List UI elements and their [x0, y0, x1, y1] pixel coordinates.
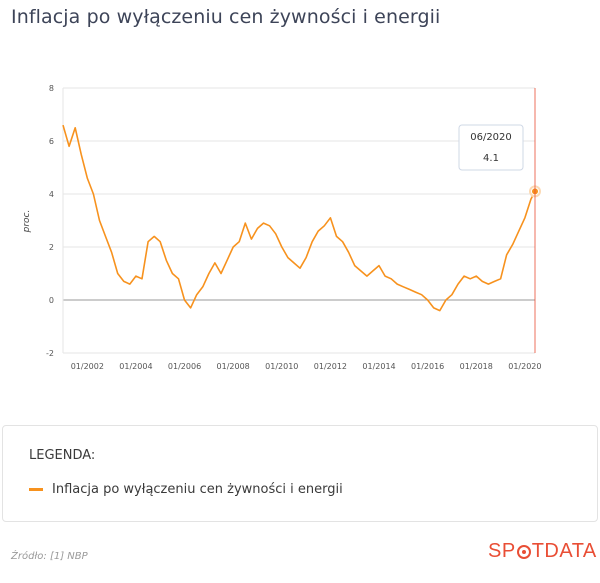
x-tick-label: 01/2018 — [460, 362, 493, 371]
legend-box: LEGENDA: Inflacja po wyłączeniu cen żywn… — [2, 425, 598, 522]
y-axis-label: proc. — [22, 210, 32, 234]
tooltip-value: 4.1 — [483, 153, 499, 164]
brand-o-icon — [516, 544, 531, 559]
tooltip-box — [458, 124, 524, 171]
y-tick-label: -2 — [46, 349, 54, 358]
x-tick-label: 01/2006 — [168, 362, 201, 371]
x-tick-label: 01/2002 — [71, 362, 104, 371]
brand-logo: SP TDATA — [488, 540, 597, 563]
x-tick-label: 01/2010 — [265, 362, 298, 371]
legend-swatch — [29, 488, 43, 491]
y-tick-label: 0 — [49, 296, 54, 305]
tooltip: 06/2020 4.1 — [458, 124, 524, 171]
legend-item[interactable]: Inflacja po wyłączeniu cen żywności i en… — [29, 482, 343, 497]
y-tick-label: 6 — [49, 137, 54, 146]
x-tick-label: 01/2014 — [362, 362, 395, 371]
brand-left: SP — [488, 540, 516, 562]
brand-right: TDATA — [531, 540, 597, 562]
chart-title: Inflacja po wyłączeniu cen żywności i en… — [11, 6, 441, 28]
source-note: Źródło: [1] NBP — [11, 551, 88, 562]
x-axis: 01/2002 01/2004 01/2006 01/2008 01/2010 01/20… — [71, 362, 542, 371]
y-tick-label: 2 — [49, 243, 54, 252]
y-tick-label: 8 — [49, 84, 54, 93]
x-tick-label: 01/2016 — [411, 362, 444, 371]
x-tick-label: 01/2020 — [508, 362, 541, 371]
x-tick-label: 01/2004 — [119, 362, 152, 371]
tooltip-date: 06/2020 — [470, 132, 512, 143]
x-tick-label: 01/2008 — [217, 362, 250, 371]
series-line — [62, 124, 536, 312]
y-tick-label: 4 — [49, 190, 54, 199]
grid-lines — [62, 87, 535, 354]
legend-item-label: Inflacja po wyłączeniu cen żywności i en… — [52, 482, 343, 497]
legend-title: LEGENDA: — [29, 448, 96, 463]
x-tick-label: 01/2012 — [314, 362, 347, 371]
y-axis: -2 0 2 4 6 8 — [46, 84, 54, 358]
